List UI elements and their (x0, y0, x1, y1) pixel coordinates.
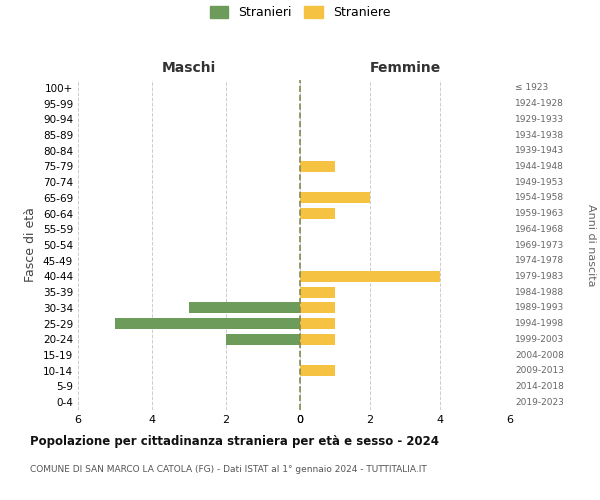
Bar (189, 302, 300, 314)
Text: ≤ 1923: ≤ 1923 (515, 84, 548, 92)
Text: 1999-2003: 1999-2003 (515, 335, 565, 344)
Text: 1959-1963: 1959-1963 (515, 209, 565, 218)
Bar (226, 334, 300, 345)
Text: 1954-1958: 1954-1958 (515, 194, 565, 202)
Text: 1964-1968: 1964-1968 (515, 225, 565, 234)
Text: 1989-1993: 1989-1993 (515, 304, 565, 312)
Text: 2014-2018: 2014-2018 (515, 382, 564, 391)
Text: 1949-1953: 1949-1953 (515, 178, 565, 186)
Bar (300, 318, 335, 329)
Text: 1944-1948: 1944-1948 (515, 162, 564, 171)
Text: 1979-1983: 1979-1983 (515, 272, 565, 281)
Text: 2019-2023: 2019-2023 (515, 398, 564, 406)
Text: 1924-1928: 1924-1928 (515, 99, 564, 108)
Bar (300, 161, 335, 172)
Bar (115, 318, 300, 329)
Text: 1984-1988: 1984-1988 (515, 288, 565, 296)
Bar (300, 334, 335, 345)
Bar (300, 365, 335, 376)
Text: 1969-1973: 1969-1973 (515, 240, 565, 250)
Bar (300, 192, 370, 203)
Bar (300, 271, 440, 282)
Text: Anni di nascita: Anni di nascita (586, 204, 596, 286)
Text: 1939-1943: 1939-1943 (515, 146, 565, 155)
Title: Maschi: Maschi (162, 60, 216, 74)
Text: Popolazione per cittadinanza straniera per età e sesso - 2024: Popolazione per cittadinanza straniera p… (30, 435, 439, 448)
Text: 2004-2008: 2004-2008 (515, 350, 564, 360)
Bar (300, 208, 335, 219)
Text: COMUNE DI SAN MARCO LA CATOLA (FG) - Dati ISTAT al 1° gennaio 2024 - TUTTITALIA.: COMUNE DI SAN MARCO LA CATOLA (FG) - Dat… (30, 465, 427, 474)
Bar (300, 302, 335, 314)
Text: 1994-1998: 1994-1998 (515, 319, 565, 328)
Y-axis label: Fasce di età: Fasce di età (25, 208, 37, 282)
Text: 1929-1933: 1929-1933 (515, 115, 565, 124)
Text: 1974-1978: 1974-1978 (515, 256, 565, 265)
Text: 2009-2013: 2009-2013 (515, 366, 564, 375)
Title: Femmine: Femmine (370, 60, 440, 74)
Legend: Stranieri, Straniere: Stranieri, Straniere (205, 1, 395, 24)
Bar (300, 286, 335, 298)
Text: 1934-1938: 1934-1938 (515, 130, 565, 140)
